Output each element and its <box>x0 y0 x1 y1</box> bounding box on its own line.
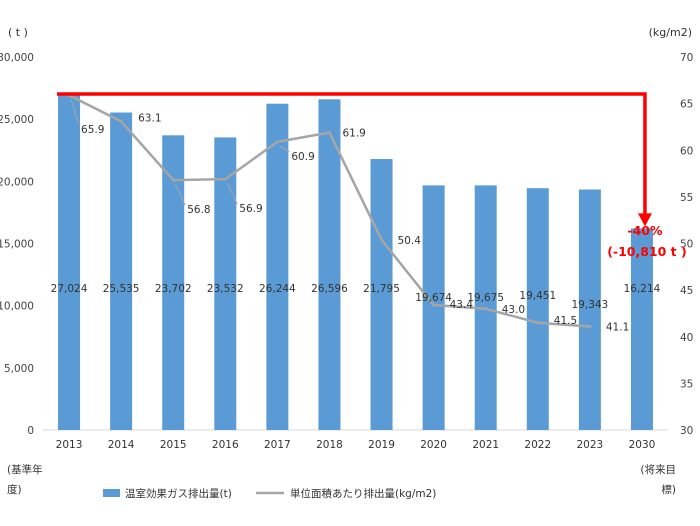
left-axis-unit: ( t ) <box>8 26 28 39</box>
line-point <box>380 238 384 242</box>
line-data-label: 43.0 <box>502 304 525 316</box>
label-leader <box>226 182 238 205</box>
left-tick-label: 5,000 <box>4 363 34 375</box>
line-data-label: 56.8 <box>187 204 210 216</box>
bar-data-label: 23,532 <box>207 283 244 295</box>
category-note-first: 度) <box>7 483 22 496</box>
bar <box>526 188 549 430</box>
bar-data-label: 26,596 <box>311 283 348 295</box>
annotation-tonnes: (-10,810 t ) <box>607 244 687 259</box>
line-point <box>223 177 227 181</box>
bar-data-label: 19,674 <box>415 292 452 304</box>
bar <box>578 189 601 430</box>
category-label: 2016 <box>212 439 239 451</box>
right-tick-label: 35 <box>680 378 693 390</box>
bar <box>422 185 445 430</box>
bar <box>318 99 341 431</box>
bar <box>214 137 237 430</box>
right-tick-label: 70 <box>680 52 693 64</box>
category-note-last: (将来目 <box>640 464 676 476</box>
line-data-label: 56.9 <box>239 203 262 215</box>
annotation-percent: -40% <box>627 223 663 238</box>
bar <box>630 228 653 430</box>
line-point <box>484 307 488 311</box>
category-note-last: 標) <box>661 483 676 496</box>
line-point <box>432 303 436 307</box>
bar <box>266 103 289 431</box>
bar-data-label: 19,451 <box>519 290 556 302</box>
bar-data-label: 21,795 <box>363 283 400 295</box>
right-tick-label: 60 <box>680 145 693 157</box>
category-label: 2030 <box>629 439 656 451</box>
legend-label-line: 単位面積あたり排出量(kg/m2) <box>290 487 436 500</box>
label-leader <box>70 99 80 126</box>
bar-data-label: 23,702 <box>155 283 192 295</box>
bar-data-label: 27,024 <box>51 283 88 295</box>
bar-data-label: 16,214 <box>624 283 661 295</box>
category-label: 2015 <box>160 439 187 451</box>
reduction-arrow-head <box>637 213 652 227</box>
left-tick-label: 25,000 <box>0 114 34 126</box>
left-tick-label: 30,000 <box>0 52 34 64</box>
bar <box>58 94 81 431</box>
category-label: 2021 <box>472 439 499 451</box>
category-note-first: (基準年 <box>7 463 43 476</box>
bar-data-label: 19,675 <box>467 292 504 304</box>
category-label: 2022 <box>524 439 551 451</box>
bar <box>110 112 133 430</box>
left-tick-label: 15,000 <box>0 239 34 251</box>
left-tick-label: 10,000 <box>0 301 34 313</box>
bar-data-label: 25,535 <box>103 283 140 295</box>
left-tick-label: 0 <box>27 425 34 437</box>
bar-data-label: 19,343 <box>572 299 609 311</box>
line-data-label: 50.4 <box>398 235 422 247</box>
line-data-label: 65.9 <box>81 124 104 136</box>
line-point <box>588 324 592 328</box>
category-label: 2013 <box>56 439 83 451</box>
right-tick-label: 40 <box>680 332 693 344</box>
line-point <box>171 178 175 182</box>
line-data-label: 41.5 <box>554 315 577 327</box>
bar-data-label: 26,244 <box>259 283 296 295</box>
category-label: 2023 <box>577 439 604 451</box>
line-point <box>119 119 123 123</box>
line-point <box>536 321 540 325</box>
category-label: 2020 <box>420 439 447 451</box>
line-data-label: 60.9 <box>291 151 314 163</box>
line-point <box>327 131 331 135</box>
right-tick-label: 55 <box>680 192 693 204</box>
category-label: 2018 <box>316 439 343 451</box>
right-tick-label: 30 <box>680 425 693 437</box>
line-data-label: 43.4 <box>450 299 474 311</box>
bar <box>162 135 185 431</box>
label-leader <box>174 183 186 206</box>
line-data-label: 61.9 <box>342 128 365 140</box>
category-label: 2014 <box>108 439 135 451</box>
label-leader <box>279 145 290 153</box>
legend-label-bar: 温室効果ガス排出量(t) <box>125 487 232 500</box>
line-data-label: 63.1 <box>138 112 161 124</box>
line-data-label: 41.1 <box>606 321 629 333</box>
right-tick-label: 50 <box>680 239 693 251</box>
legend-swatch-bar <box>103 489 120 497</box>
right-tick-label: 45 <box>680 285 693 297</box>
line-point <box>275 140 279 144</box>
right-axis-unit: (kg/m2) <box>649 26 692 39</box>
category-label: 2019 <box>368 439 395 451</box>
category-label: 2017 <box>264 439 291 451</box>
reduction-arrow-line <box>57 92 647 215</box>
left-tick-label: 20,000 <box>0 176 34 188</box>
right-tick-label: 65 <box>680 99 693 111</box>
